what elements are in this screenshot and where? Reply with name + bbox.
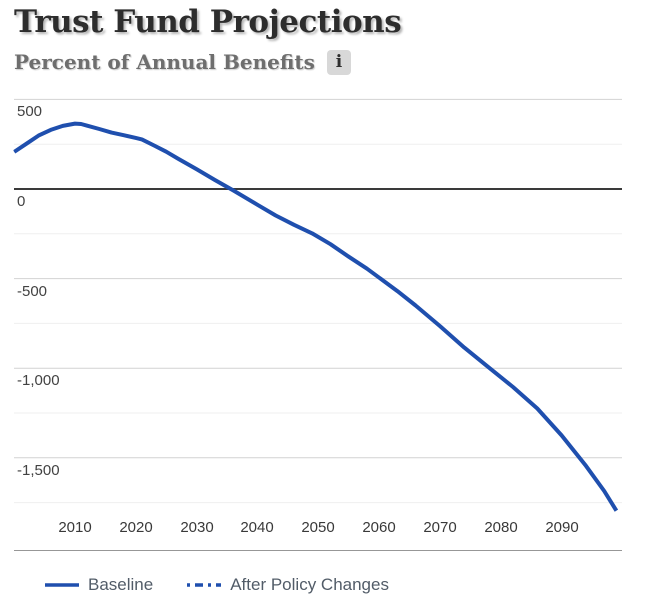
x-tick-label: 2010	[58, 519, 92, 536]
x-tick-label: 2030	[180, 519, 214, 536]
x-tick-label: 2020	[119, 519, 153, 536]
x-tick-label: 2070	[423, 519, 457, 536]
x-tick-label: 2090	[545, 519, 579, 536]
legend-label: After Policy Changes	[230, 575, 389, 594]
x-tick-label: 2080	[484, 519, 518, 536]
y-tick-label: 0	[17, 193, 26, 210]
y-tick-label: 500	[17, 103, 43, 120]
legend-swatch-solid-icon	[45, 583, 79, 587]
legend-item-baseline: Baseline	[45, 575, 153, 595]
x-tick-label: 2050	[301, 519, 335, 536]
legend-item-after-policy-changes: After Policy Changes	[187, 575, 389, 595]
legend-label: Baseline	[88, 575, 154, 594]
y-tick-label: -1,000	[17, 372, 60, 389]
chart-subtitle-row: Percent of Annual Benefits i	[14, 49, 401, 75]
chart-subtitle: Percent of Annual Benefits	[14, 50, 315, 74]
y-tick-label: -500	[17, 283, 48, 300]
series-baseline-line	[13, 121, 619, 512]
y-tick-label: -1,500	[17, 462, 60, 479]
x-tick-label: 2060	[362, 519, 396, 536]
x-tick-label: 2040	[240, 519, 274, 536]
page-title: Trust Fund Projections	[14, 4, 402, 40]
legend-swatch-dashed-icon	[187, 583, 222, 587]
info-icon[interactable]: i	[326, 49, 351, 75]
chart-legend: Baseline After Policy Changes	[45, 575, 389, 595]
chart-header: Trust Fund Projections Percent of Annual…	[14, 4, 402, 75]
